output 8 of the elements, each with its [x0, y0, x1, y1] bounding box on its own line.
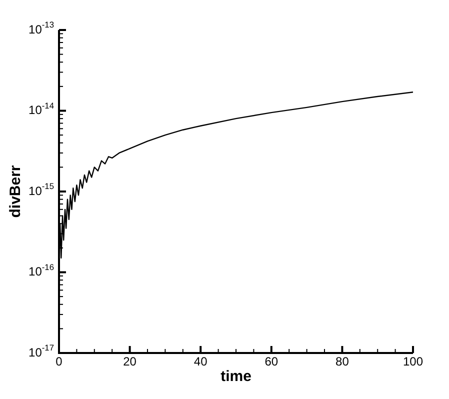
x-tick-label: 0	[56, 354, 63, 368]
x-tick-label: 60	[264, 354, 278, 368]
x-tick-label: 20	[123, 354, 137, 368]
y-axis-title: divBerr	[7, 165, 24, 218]
x-axis-title: time	[220, 368, 252, 386]
x-tick-label: 100	[402, 354, 424, 368]
x-tick-label: 40	[194, 354, 208, 368]
x-tick-label: 80	[336, 354, 350, 368]
